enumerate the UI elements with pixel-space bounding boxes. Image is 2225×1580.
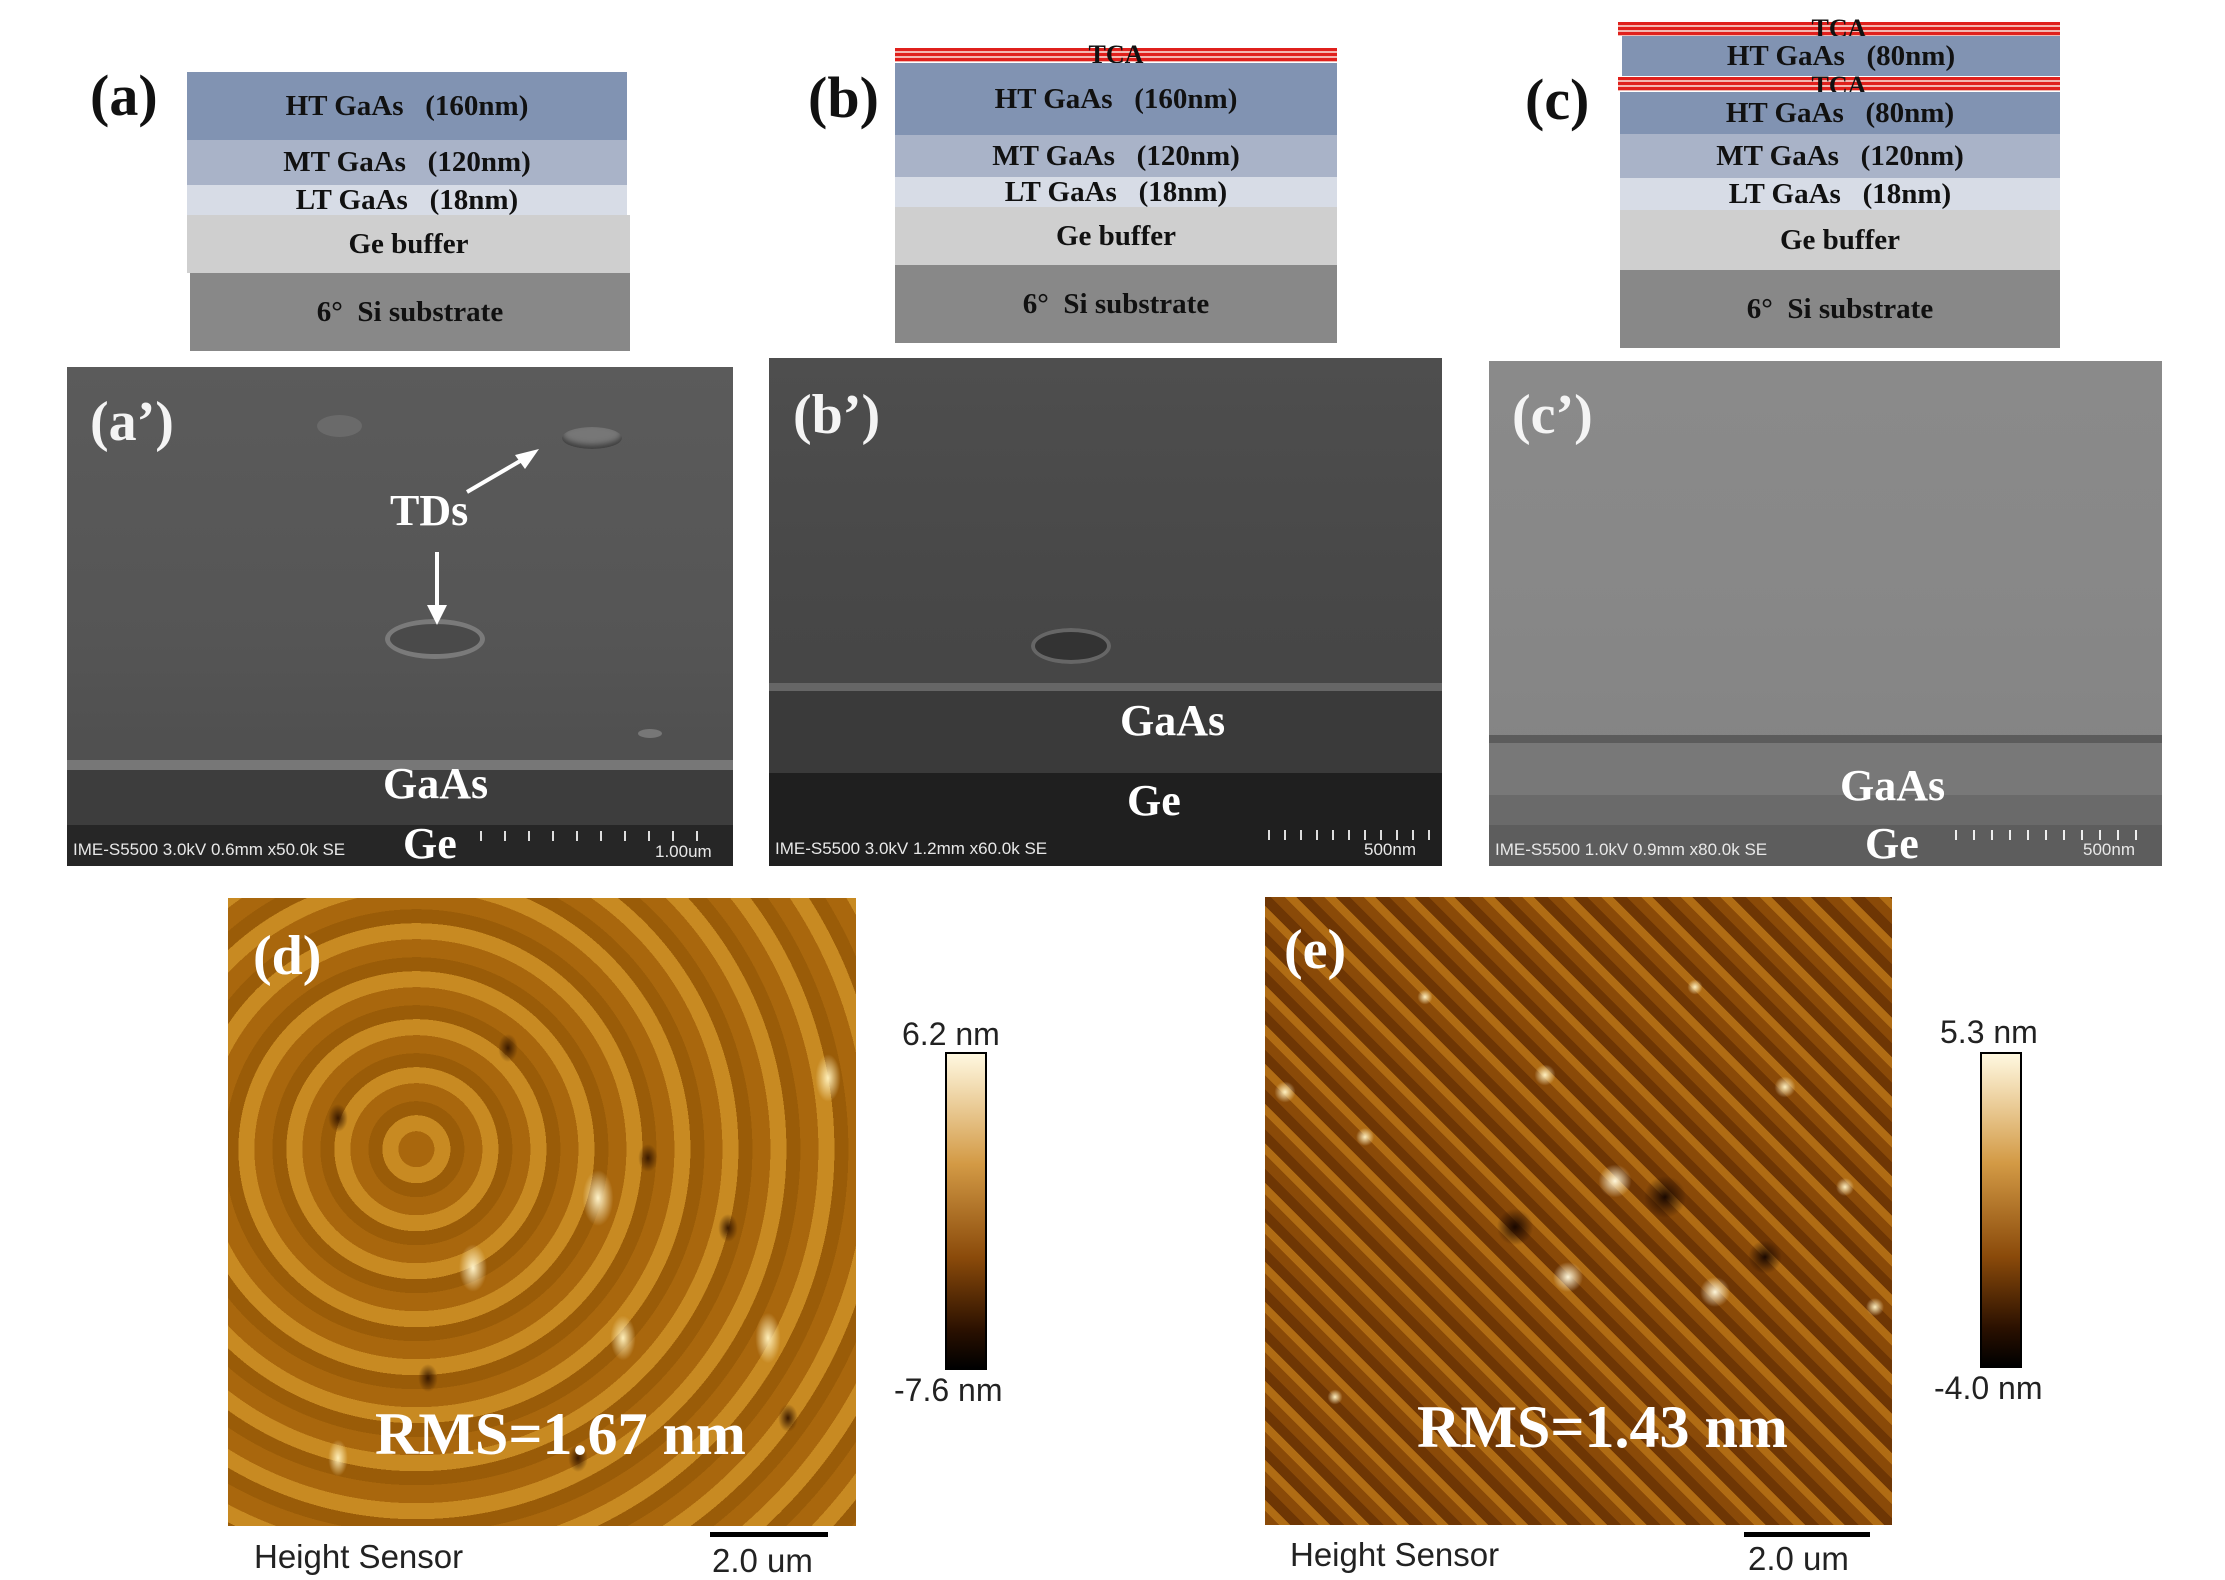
panel-label-a-prime: (a’) xyxy=(90,391,174,453)
colorbar-max: 5.3 nm xyxy=(1940,1014,2038,1050)
layer-mt-gaas: MT GaAs (120nm) xyxy=(895,135,1337,177)
height-sensor-label: Height Sensor xyxy=(254,1538,464,1575)
layer-mt-gaas: MT GaAs (120nm) xyxy=(1620,134,2060,178)
gaas-label: GaAs xyxy=(383,759,489,808)
layer-si-substrate: 6° Si substrate xyxy=(190,273,630,351)
panel-label-c: (c) xyxy=(1525,67,1590,132)
panel-label-b-prime: (b’) xyxy=(793,384,881,446)
sem-image-b xyxy=(769,358,1442,866)
scale-label: 500nm xyxy=(1364,840,1416,859)
layer-mt-gaas: MT GaAs (120nm) xyxy=(187,140,627,185)
colorbar-min: -7.6 nm xyxy=(894,1372,1003,1408)
td-arrows xyxy=(427,449,539,625)
colorbar xyxy=(1980,1052,2022,1368)
scale-bar-label: 2.0 um xyxy=(1748,1540,1849,1577)
rms-value: RMS=1.43 nm xyxy=(1417,1394,1788,1460)
sem-image-c xyxy=(1489,361,2162,866)
ge-label: Ge xyxy=(1865,819,1919,868)
scale-bar xyxy=(1744,1532,1870,1537)
panel-label-a: (a) xyxy=(90,63,158,128)
scale-ticks xyxy=(480,831,720,841)
afm-map-e xyxy=(1265,897,1892,1525)
sem-info-bar: IME-S5500 1.0kV 0.9mm x80.0k SE xyxy=(1495,840,1768,859)
colorbar-max: 6.2 nm xyxy=(902,1016,1000,1052)
tca-mid-layer xyxy=(1618,77,2060,91)
scale-bar-label: 2.0 um xyxy=(712,1542,813,1579)
scale-ticks xyxy=(1268,830,1433,840)
layer-ht-gaas: HT GaAs (160nm) xyxy=(187,72,627,140)
tca-layer xyxy=(895,48,1337,62)
height-sensor-label: Height Sensor xyxy=(1290,1536,1500,1573)
layer-ht-gaas: HT GaAs (80nm) xyxy=(1620,92,2060,134)
td-pit xyxy=(1031,628,1111,664)
colorbar xyxy=(945,1052,987,1370)
scale-label: 500nm xyxy=(2083,840,2135,859)
ge-label: Ge xyxy=(1127,776,1181,825)
panel-label-d: (d) xyxy=(253,925,322,987)
layer-si-substrate: 6° Si substrate xyxy=(1620,270,2060,348)
tca-top-layer xyxy=(1618,22,2060,36)
scale-ticks xyxy=(1955,830,2153,840)
sem-info-bar: IME-S5500 3.0kV 0.6mm x50.0k SE xyxy=(73,840,346,859)
rms-value: RMS=1.67 nm xyxy=(375,1401,746,1467)
sem-info-bar: IME-S5500 3.0kV 1.2mm x60.0k SE xyxy=(775,839,1048,858)
layer-ge-buffer: Ge buffer xyxy=(1620,210,2060,270)
layer-lt-gaas: LT GaAs (18nm) xyxy=(895,176,1337,208)
panel-label-e: (e) xyxy=(1284,919,1347,981)
td-pit xyxy=(385,619,485,659)
ge-label: Ge xyxy=(403,819,457,868)
panel-label-b: (b) xyxy=(808,65,879,130)
scale-bar xyxy=(710,1532,828,1537)
afm-map-d xyxy=(228,898,856,1526)
tds-annotation: TDs xyxy=(390,486,469,535)
layer-lt-gaas: LT GaAs (18nm) xyxy=(1620,178,2060,210)
layer-si-substrate: 6° Si substrate xyxy=(895,265,1337,343)
layer-ge-buffer: Ge buffer xyxy=(895,207,1337,265)
layer-lt-gaas: LT GaAs (18nm) xyxy=(187,184,627,216)
layer-ge-buffer: Ge buffer xyxy=(187,215,630,273)
scale-label: 1.00um xyxy=(655,842,712,861)
layer-ht-gaas-top: HT GaAs (80nm) xyxy=(1622,36,2060,76)
panel-label-c-prime: (c’) xyxy=(1512,384,1593,446)
sem-image-a xyxy=(67,367,733,866)
gaas-label: GaAs xyxy=(1840,761,1946,810)
gaas-label: GaAs xyxy=(1120,696,1226,745)
colorbar-min: -4.0 nm xyxy=(1934,1370,2043,1406)
layer-ht-gaas: HT GaAs (160nm) xyxy=(895,63,1337,135)
